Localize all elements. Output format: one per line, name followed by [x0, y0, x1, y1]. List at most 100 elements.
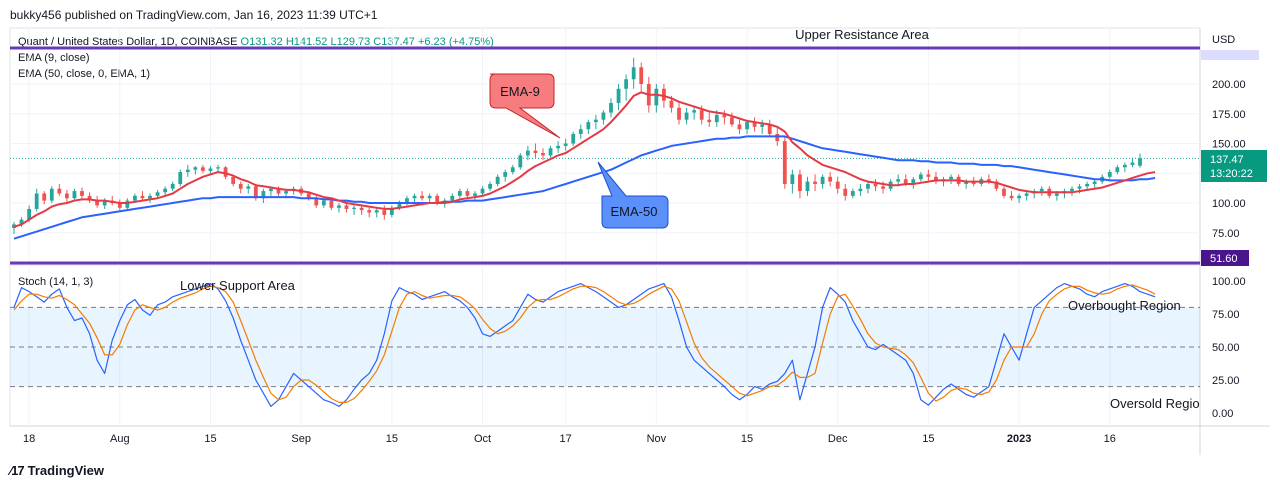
candle-body — [480, 188, 485, 194]
candle-body — [352, 207, 356, 209]
candle-body — [374, 210, 379, 213]
lower-support-label: Lower Support Area — [180, 278, 296, 293]
stoch-legend: Stoch (14, 1, 3) — [18, 276, 93, 288]
footer-brand: TradingView — [27, 463, 104, 478]
candle-body — [707, 119, 712, 123]
candle-body — [1092, 181, 1097, 184]
candle-body — [1039, 188, 1044, 192]
stoch-tick-label: 50.00 — [1212, 342, 1240, 354]
candle-body — [1009, 195, 1014, 199]
candle-body — [155, 192, 160, 196]
time-tick-label: Nov — [647, 433, 667, 445]
candle-body — [903, 179, 908, 184]
candle-body — [367, 210, 372, 213]
candle-body — [1017, 195, 1021, 199]
candle-body — [488, 183, 492, 189]
candle-body — [722, 114, 727, 118]
countdown-tag-label: 13:20:22 — [1210, 168, 1253, 180]
candle-body — [306, 193, 311, 199]
candle-body — [850, 191, 855, 196]
candle-body — [238, 183, 243, 189]
ema9-callout — [489, 73, 561, 139]
candle-body — [730, 117, 734, 125]
candle-body — [163, 188, 168, 193]
candle-body — [798, 174, 802, 192]
candle-body — [284, 191, 288, 194]
candle-body — [609, 103, 613, 113]
candle-body — [95, 200, 100, 206]
candle-body — [548, 148, 553, 156]
candle-body — [1130, 162, 1135, 165]
candle-body — [344, 205, 349, 209]
candle-body — [1138, 158, 1142, 166]
price-tick-label: 75.00 — [1212, 228, 1240, 240]
candle-body — [208, 168, 213, 171]
time-tick-label: 15 — [204, 433, 216, 445]
stoch-tick-label: 75.00 — [1212, 309, 1240, 321]
candle-body — [692, 110, 697, 113]
ohlc-low: L129.73 — [330, 36, 371, 48]
overbought-label: Overbought Region — [1068, 298, 1181, 313]
chart-svg[interactable]: 75.00100.00125.00150.00175.00200.0018Aug… — [0, 0, 1280, 460]
candle-body — [578, 129, 583, 134]
candle-body — [450, 195, 455, 201]
price-tick-label: 175.00 — [1212, 109, 1246, 121]
publisher-line: bukky456 published on TradingView.com, J… — [10, 8, 378, 22]
ohlc-open: O131.32 — [240, 36, 283, 48]
ema9-callout-label: EMA-9 — [500, 84, 540, 99]
candle-body — [1122, 164, 1127, 168]
ema50-line — [13, 135, 1156, 240]
candle-body — [382, 210, 387, 215]
candle-body — [276, 188, 281, 194]
candle-body — [858, 188, 863, 192]
candle-body — [223, 167, 228, 177]
candle-body — [57, 188, 62, 194]
price-tick-label: 150.00 — [1212, 139, 1246, 151]
candle-body — [896, 179, 901, 182]
ema9-line — [13, 91, 1156, 228]
candle-body — [616, 88, 621, 104]
candle-body — [27, 208, 32, 220]
candle-body — [752, 122, 757, 127]
ema50-legend[interactable]: EMA (50, close, 0, EMA, 1) — [18, 68, 151, 80]
candle-body — [216, 167, 220, 169]
symbol-legend[interactable]: Quant / United States Dollar, 1D, COINBA… — [18, 36, 494, 48]
candle-body — [639, 67, 644, 84]
candle-body — [790, 174, 795, 184]
candle-body — [563, 143, 568, 146]
candle-body — [775, 133, 780, 142]
tradingview-footer[interactable]: ⁄17 TradingView — [10, 463, 104, 478]
candle-body — [185, 169, 190, 173]
time-tick-label: Dec — [828, 433, 848, 445]
time-tick-label: 15 — [386, 433, 398, 445]
candle-body — [805, 181, 810, 192]
stoch-k-line — [13, 283, 1156, 407]
candle-body — [1077, 186, 1082, 189]
candle-body — [465, 191, 470, 196]
candle-body — [835, 181, 840, 189]
candle-body — [473, 193, 477, 196]
stoch-tick-label: 0.00 — [1212, 408, 1233, 420]
candle-body — [525, 150, 530, 156]
candle-body — [420, 195, 424, 199]
candle-body — [253, 186, 258, 199]
ema9-legend[interactable]: EMA (9, close) — [18, 52, 90, 64]
candle-body — [80, 191, 84, 196]
time-tick-label: Oct — [474, 433, 491, 445]
candle-body — [1054, 193, 1059, 196]
candle-body — [1024, 193, 1029, 196]
candle-body — [389, 207, 394, 215]
time-tick-label: Sep — [291, 433, 311, 445]
candle-body — [64, 193, 69, 199]
candle-body — [881, 186, 885, 189]
candle-body — [760, 124, 765, 127]
candle-body — [329, 200, 334, 208]
candle-body — [140, 195, 145, 199]
candle-body — [19, 219, 24, 225]
candle-body — [178, 172, 183, 184]
symbol-name: Quant / United States Dollar, 1D, COINBA… — [18, 36, 238, 48]
candle-body — [662, 88, 666, 101]
time-tick-label: 15 — [922, 433, 934, 445]
candle-body — [503, 172, 508, 177]
